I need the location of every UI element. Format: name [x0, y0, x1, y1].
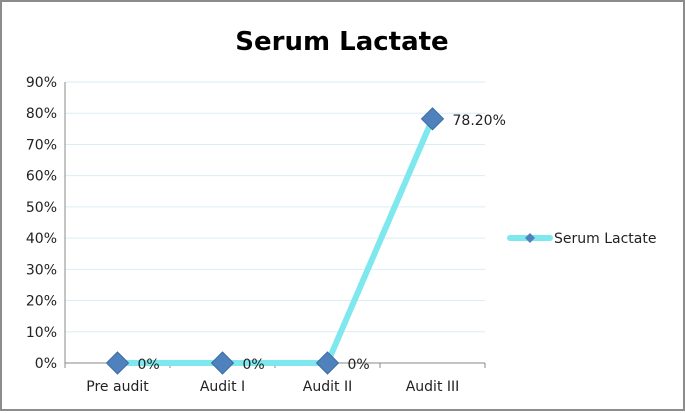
- data-point-marker: [210, 351, 235, 375]
- legend: Serum Lactate: [507, 231, 656, 247]
- data-point-marker: [420, 107, 445, 131]
- y-tick-label: 90%: [26, 75, 57, 91]
- data-label: 0%: [348, 357, 370, 373]
- x-tick-label: Audit II: [303, 379, 352, 395]
- y-axis-tick-labels: 0% 10% 20% 30% 40% 50% 60% 70% 80% 90%: [26, 75, 57, 372]
- y-tick-label: 30%: [26, 262, 57, 278]
- data-point-marker: [105, 351, 130, 375]
- legend-label: Serum Lactate: [554, 231, 656, 247]
- y-tick-label: 20%: [26, 294, 57, 310]
- y-tick-label: 40%: [26, 231, 57, 247]
- data-point-marker: [315, 351, 340, 375]
- data-labels: 0% 0% 0% 78.20%: [138, 113, 506, 373]
- series-line: [114, 115, 436, 366]
- x-tick-label: Audit I: [200, 379, 245, 395]
- axes: [64, 82, 486, 368]
- y-tick-label: 50%: [26, 200, 57, 216]
- data-label: 0%: [138, 357, 160, 373]
- series-serum-lactate: [105, 107, 445, 375]
- y-tick-label: 70%: [26, 137, 57, 153]
- y-tick-label: 80%: [26, 106, 57, 122]
- y-tick-label: 60%: [26, 169, 57, 185]
- x-axis-tick-labels: Pre audit Audit I Audit II Audit III: [86, 379, 459, 395]
- x-tick-label: Pre audit: [86, 379, 149, 395]
- y-tick-label: 10%: [26, 325, 57, 341]
- legend-marker-swatch: [525, 233, 535, 243]
- chart-title: Serum Lactate: [235, 27, 448, 57]
- y-tick-label: 0%: [35, 356, 57, 372]
- data-label: 0%: [243, 357, 265, 373]
- x-tick-label: Audit III: [406, 379, 460, 395]
- data-label: 78.20%: [453, 113, 506, 129]
- gridlines: [65, 81, 485, 333]
